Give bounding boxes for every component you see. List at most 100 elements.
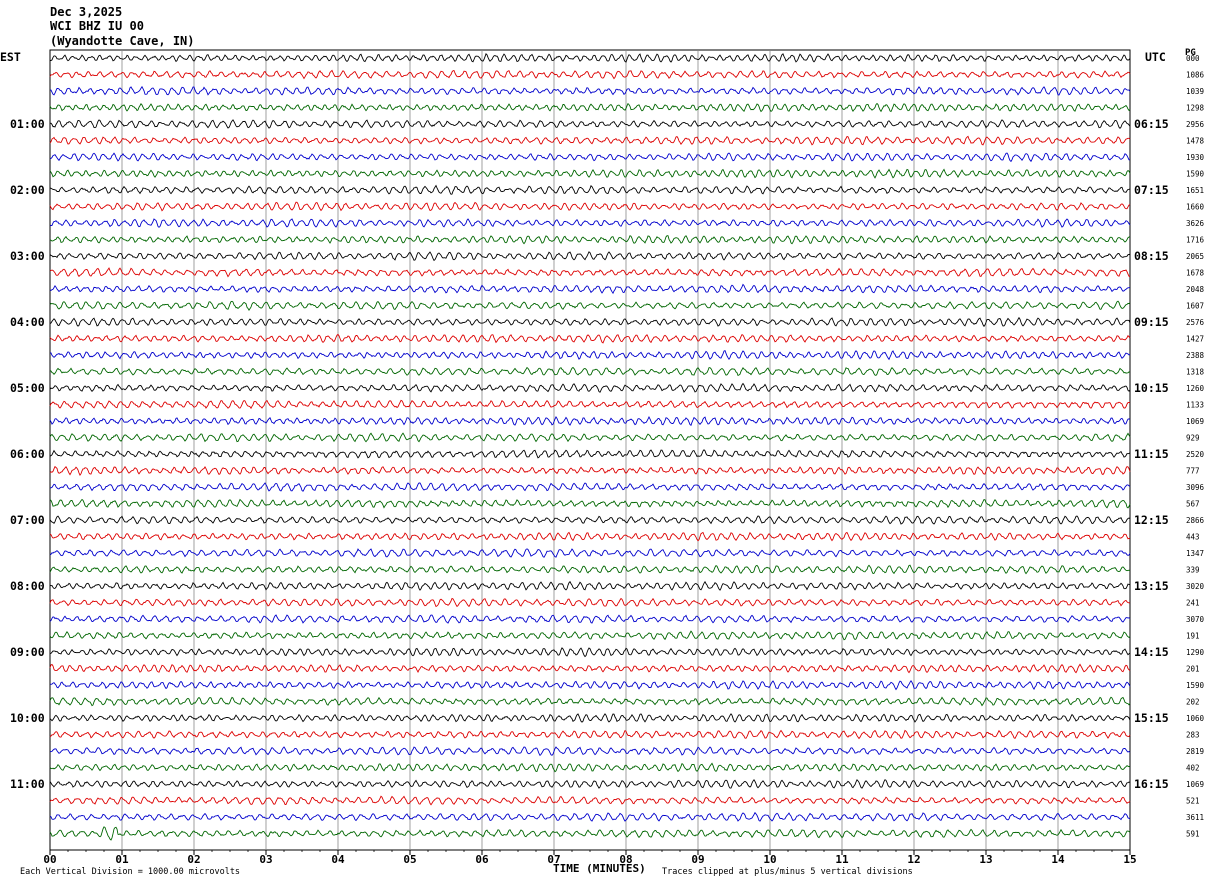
x-tick-label: 02 <box>187 853 200 866</box>
trace-line <box>49 52 1131 63</box>
right-hour-label: 06:15 <box>1134 117 1169 131</box>
x-tick-label: 03 <box>259 853 272 866</box>
right-hour-label: 09:15 <box>1134 315 1169 329</box>
trace-line <box>49 267 1131 278</box>
right-hour-label: 12:15 <box>1134 513 1169 527</box>
trace-value-label: 283 <box>1186 731 1200 740</box>
left-hour-label: 11:00 <box>10 777 45 791</box>
trace-line <box>49 498 1131 509</box>
x-tick-label: 12 <box>907 853 920 866</box>
trace-value-label: 2065 <box>1186 252 1204 261</box>
trace-line <box>49 515 1131 525</box>
trace-line <box>49 366 1131 376</box>
trace-line <box>49 729 1131 740</box>
right-hour-label: 11:15 <box>1134 447 1169 461</box>
trace-line <box>49 333 1131 344</box>
trace-value-label: 339 <box>1186 566 1200 575</box>
trace-value-label: 3611 <box>1186 813 1204 822</box>
trace-value-label: 2819 <box>1186 747 1204 756</box>
trace-value-label: 2956 <box>1186 120 1205 129</box>
trace-line <box>49 746 1131 757</box>
trace-value-label: 1590 <box>1186 681 1205 690</box>
x-tick-label: 05 <box>403 853 416 866</box>
trace-line <box>49 795 1131 806</box>
right-timezone-label: UTC <box>1145 50 1166 64</box>
trace-value-label: 1039 <box>1186 87 1204 96</box>
x-tick-label: 09 <box>691 853 704 866</box>
x-tick-label: 14 <box>1051 853 1065 866</box>
trace-value-label: 2520 <box>1186 450 1205 459</box>
trace-value-label: 777 <box>1186 467 1200 476</box>
trace-line <box>49 415 1131 427</box>
trace-value-label: 1427 <box>1186 335 1204 344</box>
right-hour-label: 08:15 <box>1134 249 1169 263</box>
trace-value-label: 2048 <box>1186 285 1205 294</box>
trace-value-label: 521 <box>1186 797 1200 806</box>
right-hour-label: 15:15 <box>1134 711 1169 725</box>
left-timezone-label: EST <box>0 50 21 64</box>
trace-line <box>49 399 1131 410</box>
plot-date: Dec 3,2025 <box>50 5 123 19</box>
trace-value-label: 1930 <box>1186 153 1205 162</box>
trace-line <box>49 201 1131 212</box>
left-hour-label: 04:00 <box>10 315 45 329</box>
trace-value-label: 201 <box>1186 665 1200 674</box>
trace-value-label: 1478 <box>1186 137 1205 146</box>
x-tick-label: 11 <box>835 853 849 866</box>
trace-value-label: 2866 <box>1186 516 1205 525</box>
x-tick-label: 01 <box>115 853 129 866</box>
right-hour-label: 14:15 <box>1134 645 1169 659</box>
x-tick-label: 10 <box>763 853 776 866</box>
trace-line <box>49 184 1131 195</box>
trace-value-label: 202 <box>1186 698 1200 707</box>
trace-value-label: 929 <box>1186 434 1200 443</box>
trace-value-label: 567 <box>1186 500 1200 509</box>
trace-value-label: 402 <box>1186 764 1200 773</box>
trace-line <box>49 218 1131 228</box>
trace-line <box>49 119 1131 129</box>
trace-value-label: 1298 <box>1186 104 1205 113</box>
trace-line <box>49 135 1131 146</box>
trace-line <box>49 349 1131 361</box>
x-axis-title: TIME (MINUTES) <box>553 862 646 875</box>
trace-line <box>49 283 1130 295</box>
trace-value-label: 3070 <box>1186 615 1205 624</box>
trace-line <box>49 696 1131 707</box>
left-hour-label: 06:00 <box>10 447 45 461</box>
left-hour-label: 07:00 <box>10 513 45 527</box>
trace-value-label: 591 <box>1186 830 1200 839</box>
trace-value-label: 1069 <box>1186 780 1204 789</box>
trace-line <box>49 85 1131 96</box>
trace-value-label: 2388 <box>1186 351 1205 360</box>
trace-line <box>49 482 1131 492</box>
scale-note: Each Vertical Division = 1000.00 microvo… <box>20 867 241 877</box>
trace-value-label: 1678 <box>1186 269 1205 278</box>
trace-line <box>49 548 1131 558</box>
trace-line <box>49 382 1131 393</box>
right-hour-label: 07:15 <box>1134 183 1169 197</box>
right-hour-label: 10:15 <box>1134 381 1169 395</box>
trace-value-label: 1347 <box>1186 549 1204 558</box>
trace-line <box>49 465 1131 476</box>
trace-line <box>49 826 1131 841</box>
trace-value-label: 3626 <box>1186 219 1205 228</box>
trace-value-label: 1660 <box>1186 203 1205 212</box>
trace-line <box>49 647 1131 658</box>
left-hour-label: 03:00 <box>10 249 45 263</box>
plot-frame <box>49 49 1131 851</box>
trace-line <box>49 614 1131 624</box>
x-tick-label: 15 <box>1123 853 1136 866</box>
trace-line <box>49 251 1131 262</box>
trace-value-label: 1290 <box>1186 648 1205 657</box>
trace-line <box>49 663 1131 674</box>
trace-line <box>49 630 1131 641</box>
x-tick-label: 13 <box>979 853 992 866</box>
trace-line <box>49 432 1131 443</box>
trace-line <box>49 316 1131 328</box>
station-id: WCI BHZ IU 00 <box>50 19 144 33</box>
trace-value-label: 1651 <box>1186 186 1204 195</box>
trace-value-label: 1260 <box>1186 384 1205 393</box>
trace-line <box>49 564 1131 575</box>
trace-line <box>49 778 1131 789</box>
